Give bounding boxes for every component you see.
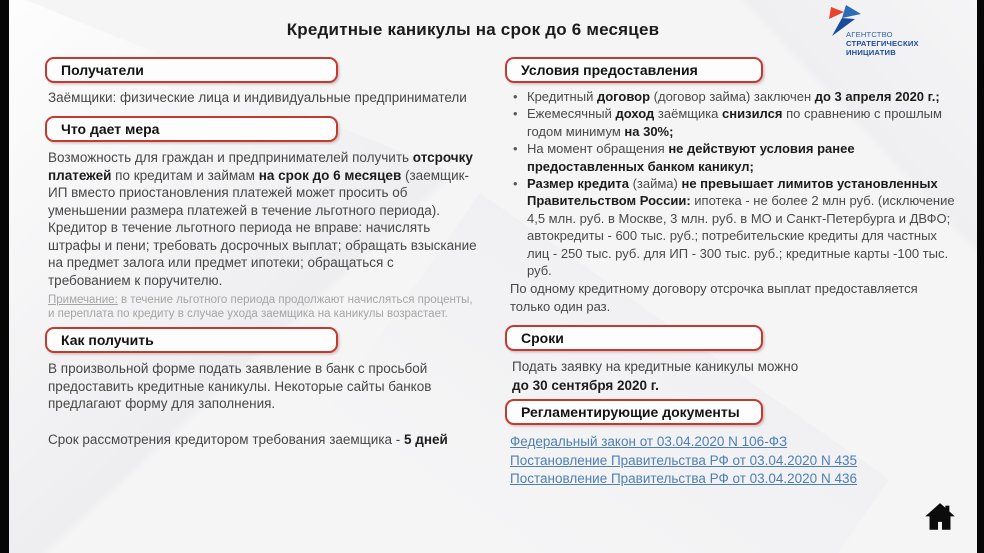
terms-deadline: до 30 сентября 2020 г. — [512, 378, 659, 394]
asi-logo: АГЕНТСТВО СТРАТЕГИЧЕСКИХ ИНИЦИАТИВ — [822, 5, 940, 57]
document-links: Федеральный закон от 03.04.2020 N 106-ФЗ… — [510, 433, 957, 489]
conditions-list: Кредитный договор (договор займа) заключ… — [512, 88, 957, 279]
section-header-how-to-get: Как получить — [45, 327, 338, 353]
logo-line-2: СТРАТЕГИЧЕСКИХ — [846, 39, 919, 48]
section-header-label: Условия предоставления — [521, 62, 698, 78]
condition-item-3: На момент обращения не действуют условия… — [512, 140, 957, 175]
section-header-documents: Регламентирующие документы — [505, 399, 763, 426]
conditions-footer: По одному кредитному договору отсрочка в… — [510, 281, 918, 314]
terms-line-1: Подать заявку на кредитные каникулы можн… — [512, 359, 799, 375]
left-column: Получатели Заёмщики: физические лица и и… — [45, 57, 477, 448]
terms-text: Подать заявку на кредитные каникулы можн… — [512, 357, 957, 395]
section-header-label: Получатели — [61, 62, 144, 78]
home-button[interactable] — [922, 500, 958, 534]
section-header-label: Сроки — [521, 330, 564, 347]
recipients-text: Заёмщики: физические лица и индивидуальн… — [48, 90, 467, 105]
condition-item-1: Кредитный договор (договор займа) заключ… — [512, 88, 957, 106]
doc-link-decree-435[interactable]: Постановление Правительства РФ от 03.04.… — [510, 452, 857, 468]
condition-item-4: Размер кредита (займа) не превышает лими… — [512, 175, 957, 279]
doc-link-federal-law-106[interactable]: Федеральный закон от 03.04.2020 N 106-ФЗ — [510, 434, 788, 450]
home-icon — [922, 503, 958, 538]
section-header-conditions: Условия предоставления — [505, 57, 763, 83]
logo-line-3: ИНИЦИАТИВ — [846, 48, 896, 57]
section-header-label: Регламентирующие документы — [521, 404, 740, 421]
section-header-label: Как получить — [61, 332, 154, 348]
left-black-bar — [0, 0, 9, 553]
right-column: Условия предоставления Кредитный договор… — [505, 57, 957, 489]
section-header-recipients: Получатели — [45, 57, 338, 83]
page-title: Кредитные каникулы на срок до 6 месяцев — [286, 20, 660, 39]
measure-note: Примечание: в течение льготного периода … — [48, 294, 473, 320]
right-black-bar — [977, 0, 984, 553]
measure-text: Возможность для граждан и предпринимател… — [48, 150, 477, 288]
condition-item-2: Ежемесячный доход заёмщика снизился по с… — [512, 105, 957, 140]
doc-link-decree-436[interactable]: Постановление Правительства РФ от 03.04.… — [510, 471, 857, 487]
review-period-text: Срок рассмотрения кредитором требования … — [48, 431, 448, 447]
section-header-terms: Сроки — [505, 325, 763, 352]
section-header-label: Что дает мера — [61, 121, 160, 137]
logo-line-1: АГЕНТСТВО — [846, 30, 893, 39]
section-header-measure: Что дает мера — [45, 116, 338, 142]
how-to-get-text: В произвольной форме подать заявление в … — [48, 361, 432, 411]
asi-logo-text: АГЕНТСТВО СТРАТЕГИЧЕСКИХ ИНИЦИАТИВ — [846, 30, 919, 57]
